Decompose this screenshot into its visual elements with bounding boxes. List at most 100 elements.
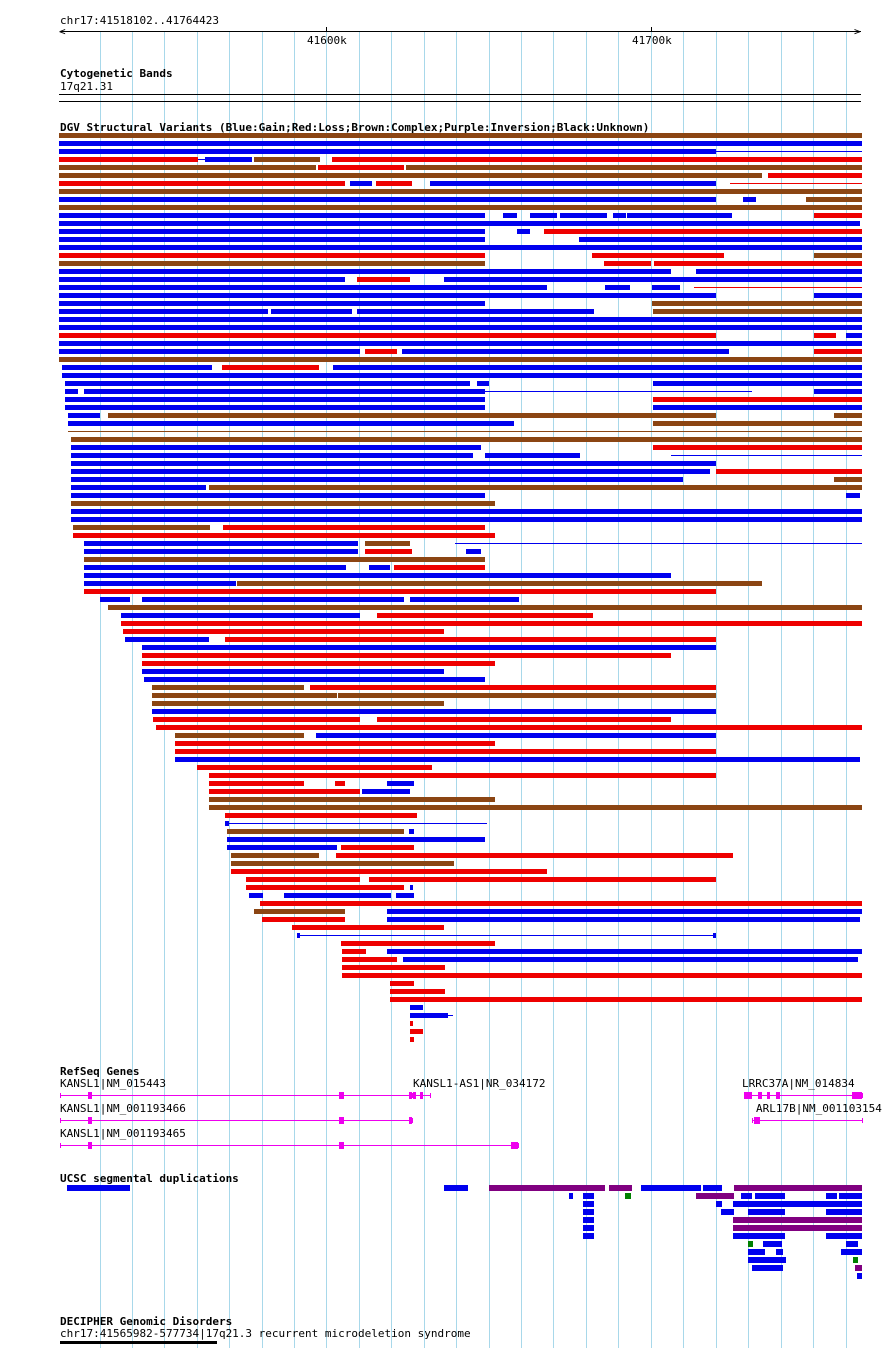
dgv-variant-bar[interactable] xyxy=(71,485,206,490)
segdup-bar[interactable] xyxy=(641,1185,701,1191)
segdup-bar[interactable] xyxy=(733,1201,862,1207)
segdup-bar[interactable] xyxy=(444,1185,468,1191)
segdup-bar[interactable] xyxy=(763,1241,782,1247)
dgv-variant-bar[interactable] xyxy=(237,581,762,586)
dgv-variant-bar[interactable] xyxy=(350,181,372,186)
dgv-variant-bar[interactable] xyxy=(409,829,414,834)
dgv-variant-bar[interactable] xyxy=(209,789,360,794)
dgv-variant-bar[interactable] xyxy=(59,269,671,274)
gene-label-lrrc37a[interactable]: LRRC37A|NM_014834 xyxy=(742,1077,855,1090)
dgv-variant-bar[interactable] xyxy=(84,589,716,594)
segdup-bar[interactable] xyxy=(733,1233,785,1239)
dgv-variant-bar[interactable] xyxy=(209,805,862,810)
dgv-variant-bar[interactable] xyxy=(653,421,862,426)
dgv-variant-bar[interactable] xyxy=(653,405,862,410)
dgv-variant-bar[interactable] xyxy=(175,741,495,746)
dgv-variant-bar[interactable] xyxy=(59,349,360,354)
dgv-variant-bar[interactable] xyxy=(59,325,862,330)
dgv-variant-bar[interactable] xyxy=(59,293,716,298)
dgv-variant-bar[interactable] xyxy=(342,957,397,962)
dgv-variant-bar[interactable] xyxy=(71,461,716,466)
kansl1-nm001193466-exon[interactable] xyxy=(409,1117,412,1124)
dgv-variant-bar[interactable] xyxy=(59,213,485,218)
dgv-variant-bar[interactable] xyxy=(152,709,716,714)
gene-label-kansl1-nm001193465[interactable]: KANSL1|NM_001193465 xyxy=(60,1127,186,1140)
dgv-variant-bar[interactable] xyxy=(59,245,862,250)
dgv-variant-bar[interactable] xyxy=(342,973,862,978)
segdup-bar[interactable] xyxy=(748,1241,753,1247)
dgv-variant-bar[interactable] xyxy=(254,157,320,162)
segdup-bar[interactable] xyxy=(752,1265,783,1271)
dgv-variant-bar[interactable] xyxy=(84,389,485,394)
dgv-variant-bar[interactable] xyxy=(142,597,404,602)
dgv-variant-bar[interactable] xyxy=(59,301,485,306)
segdup-bar[interactable] xyxy=(741,1193,752,1199)
segdup-bar[interactable] xyxy=(583,1193,594,1199)
segdup-bar[interactable] xyxy=(826,1193,837,1199)
dgv-variant-bar[interactable] xyxy=(59,205,862,210)
dgv-variant-bar[interactable] xyxy=(121,613,360,618)
dgv-variant-bar[interactable] xyxy=(365,541,410,546)
dgv-variant-bar[interactable] xyxy=(544,229,862,234)
segdup-bar[interactable] xyxy=(748,1209,785,1215)
dgv-variant-bar[interactable] xyxy=(231,869,547,874)
dgv-variant-bar[interactable] xyxy=(84,565,346,570)
dgv-variant-bar[interactable] xyxy=(59,149,716,154)
segdup-bar[interactable] xyxy=(826,1209,862,1215)
dgv-variant-bar[interactable] xyxy=(613,213,626,218)
dgv-variant-bar[interactable] xyxy=(65,397,485,402)
dgv-variant-bar[interactable] xyxy=(262,917,345,922)
kansl1-nm015443-exon[interactable] xyxy=(88,1092,92,1099)
segdup-bar[interactable] xyxy=(853,1257,858,1263)
dgv-variant-bar[interactable] xyxy=(652,301,862,306)
dgv-variant-bar[interactable] xyxy=(834,477,862,482)
segdup-bar[interactable] xyxy=(583,1233,594,1239)
dgv-variant-bar[interactable] xyxy=(71,493,485,498)
dgv-variant-bar[interactable] xyxy=(376,181,412,186)
dgv-variant-bar[interactable] xyxy=(260,901,862,906)
dgv-variant-bar[interactable] xyxy=(59,261,485,266)
dgv-variant-bar[interactable] xyxy=(814,253,862,258)
dgv-variant-bar[interactable] xyxy=(653,309,862,314)
dgv-variant-bar[interactable] xyxy=(377,717,671,722)
dgv-variant-bar[interactable] xyxy=(142,661,495,666)
dgv-variant-bar[interactable] xyxy=(231,853,319,858)
dgv-variant-bar[interactable] xyxy=(59,317,862,322)
dgv-variant-bar[interactable] xyxy=(387,909,862,914)
dgv-variant-bar[interactable] xyxy=(59,141,862,146)
decipher-feature-bar[interactable] xyxy=(60,1341,217,1344)
dgv-variant-bar[interactable] xyxy=(394,565,485,570)
dgv-variant-bar[interactable] xyxy=(142,645,716,650)
dgv-variant-bar[interactable] xyxy=(387,781,414,786)
lrrc37a-exon[interactable] xyxy=(852,1092,862,1099)
dgv-variant-bar[interactable] xyxy=(654,261,862,266)
dgv-variant-bar[interactable] xyxy=(362,789,410,794)
dgv-variant-bar[interactable] xyxy=(73,533,495,538)
dgv-variant-bar[interactable] xyxy=(84,581,236,586)
segdup-bar[interactable] xyxy=(489,1185,605,1191)
dgv-variant-bar[interactable] xyxy=(73,525,210,530)
dgv-variant-bar[interactable] xyxy=(485,453,580,458)
dgv-variant-bar[interactable] xyxy=(627,213,732,218)
dgv-variant-bar[interactable] xyxy=(59,277,345,282)
dgv-variant-bar[interactable] xyxy=(377,613,593,618)
gene-label-arl17b[interactable]: ARL17B|NM_001103154 xyxy=(756,1102,882,1115)
dgv-variant-bar[interactable] xyxy=(59,173,762,178)
dgv-variant-bar[interactable] xyxy=(357,309,594,314)
dgv-variant-bar[interactable] xyxy=(59,181,345,186)
kansl1-nm015443-exon[interactable] xyxy=(339,1092,344,1099)
dgv-variant-bar[interactable] xyxy=(59,357,862,362)
dgv-variant-bar[interactable] xyxy=(406,165,862,170)
dgv-variant-bar[interactable] xyxy=(152,701,444,706)
dgv-variant-bar[interactable] xyxy=(142,669,444,674)
dgv-variant-bar[interactable] xyxy=(341,941,495,946)
dgv-variant-bar[interactable] xyxy=(297,933,300,938)
dgv-variant-bar[interactable] xyxy=(205,157,252,162)
dgv-variant-bar[interactable] xyxy=(652,285,680,290)
dgv-variant-bar[interactable] xyxy=(153,717,360,722)
dgv-variant-bar[interactable] xyxy=(390,997,862,1002)
dgv-variant-bar[interactable] xyxy=(410,1005,423,1010)
dgv-variant-bar[interactable] xyxy=(806,197,862,202)
dgv-variant-bar[interactable] xyxy=(336,853,733,858)
dgv-variant-bar[interactable] xyxy=(284,893,391,898)
